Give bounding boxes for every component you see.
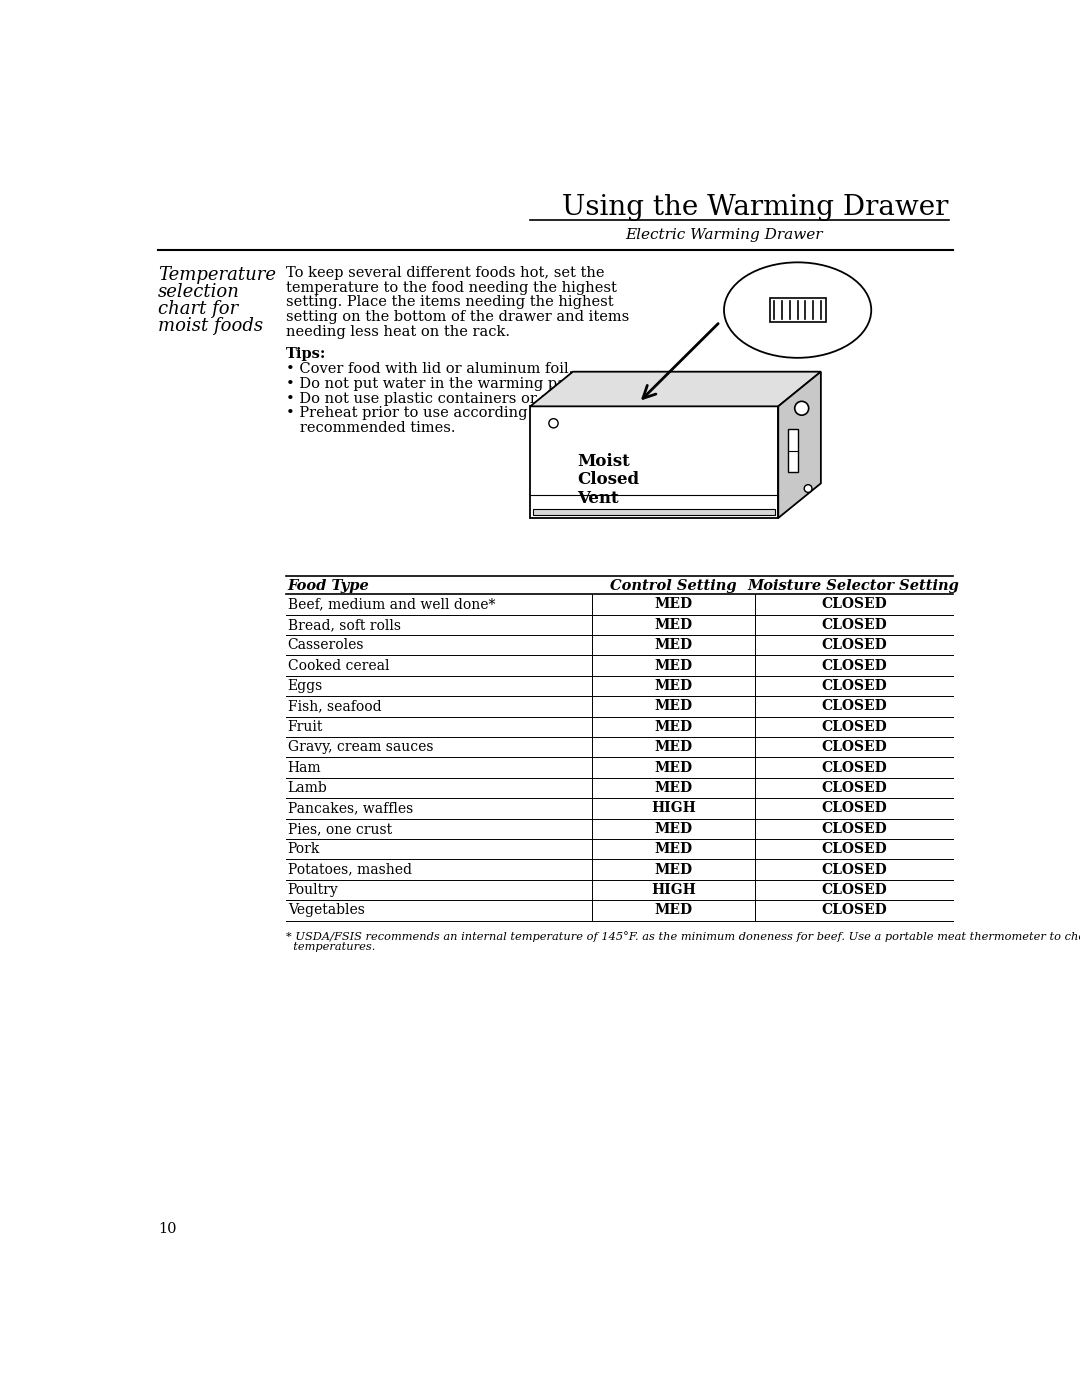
Text: MED: MED — [654, 617, 692, 631]
Circle shape — [795, 401, 809, 415]
Text: MED: MED — [654, 842, 692, 856]
Bar — [534, 509, 775, 515]
Text: CLOSED: CLOSED — [821, 821, 887, 835]
Text: CLOSED: CLOSED — [821, 658, 887, 672]
Text: CLOSED: CLOSED — [821, 700, 887, 714]
Text: • Preheat prior to use according to: • Preheat prior to use according to — [286, 407, 546, 420]
Text: CLOSED: CLOSED — [821, 781, 887, 795]
Text: MED: MED — [654, 658, 692, 672]
Text: CLOSED: CLOSED — [821, 638, 887, 652]
Text: MED: MED — [654, 679, 692, 693]
Text: Vegetables: Vegetables — [287, 904, 365, 918]
Text: MED: MED — [654, 781, 692, 795]
Circle shape — [805, 485, 812, 492]
Text: CLOSED: CLOSED — [821, 598, 887, 612]
Polygon shape — [530, 407, 779, 518]
Text: CLOSED: CLOSED — [821, 719, 887, 733]
Text: Potatoes, mashed: Potatoes, mashed — [287, 863, 411, 877]
Text: moist foods: moist foods — [159, 317, 264, 335]
Text: Fruit: Fruit — [287, 719, 323, 733]
Text: CLOSED: CLOSED — [821, 802, 887, 816]
Text: setting on the bottom of the drawer and items: setting on the bottom of the drawer and … — [286, 310, 630, 324]
Text: Lamb: Lamb — [287, 781, 327, 795]
Text: MED: MED — [654, 719, 692, 733]
Text: CLOSED: CLOSED — [821, 883, 887, 897]
Text: Food Type: Food Type — [287, 578, 369, 592]
Text: MED: MED — [654, 740, 692, 754]
Text: Poultry: Poultry — [287, 883, 338, 897]
Text: Casseroles: Casseroles — [287, 638, 364, 652]
Text: selection: selection — [159, 284, 240, 302]
Text: Moisture Selector Setting: Moisture Selector Setting — [747, 578, 960, 592]
Text: Closed: Closed — [577, 471, 639, 488]
Text: Control Setting: Control Setting — [610, 578, 737, 592]
Text: CLOSED: CLOSED — [821, 904, 887, 918]
Text: Gravy, cream sauces: Gravy, cream sauces — [287, 740, 433, 754]
Text: • Do not use plastic containers or plastic wrap.: • Do not use plastic containers or plast… — [286, 391, 637, 405]
Text: * USDA/FSIS recommends an internal temperature of 145°F. as the minimum doneness: * USDA/FSIS recommends an internal tempe… — [286, 932, 1080, 943]
Text: HIGH: HIGH — [651, 802, 696, 816]
Text: MED: MED — [654, 863, 692, 877]
Circle shape — [549, 419, 558, 427]
Text: MED: MED — [654, 598, 692, 612]
Text: setting. Place the items needing the highest: setting. Place the items needing the hig… — [286, 295, 613, 310]
Text: Vent: Vent — [577, 489, 619, 507]
Polygon shape — [779, 372, 821, 518]
Text: recommended times.: recommended times. — [286, 420, 456, 434]
Text: HIGH: HIGH — [651, 883, 696, 897]
Text: temperature to the food needing the highest: temperature to the food needing the high… — [286, 281, 617, 295]
Text: To keep several different foods hot, set the: To keep several different foods hot, set… — [286, 267, 605, 281]
Text: Electric Warming Drawer: Electric Warming Drawer — [625, 228, 823, 243]
Text: Using the Warming Drawer: Using the Warming Drawer — [562, 194, 948, 221]
Text: MED: MED — [654, 821, 692, 835]
Text: CLOSED: CLOSED — [821, 679, 887, 693]
Text: • Cover food with lid or aluminum foil.: • Cover food with lid or aluminum foil. — [286, 362, 573, 376]
Text: Temperature: Temperature — [159, 267, 276, 284]
Bar — [770, 298, 825, 323]
Text: CLOSED: CLOSED — [821, 740, 887, 754]
Text: Cooked cereal: Cooked cereal — [287, 658, 389, 672]
Polygon shape — [530, 372, 821, 407]
Text: CLOSED: CLOSED — [821, 842, 887, 856]
Text: Tips:: Tips: — [286, 346, 326, 360]
Text: Pork: Pork — [287, 842, 320, 856]
Text: Pies, one crust: Pies, one crust — [287, 821, 392, 835]
Bar — [787, 429, 798, 472]
Text: MED: MED — [654, 760, 692, 775]
Text: Ham: Ham — [287, 760, 322, 775]
Text: Fish, seafood: Fish, seafood — [287, 700, 381, 714]
Text: CLOSED: CLOSED — [821, 617, 887, 631]
Text: CLOSED: CLOSED — [821, 863, 887, 877]
Text: • Do not put water in the warming pan.: • Do not put water in the warming pan. — [286, 377, 580, 391]
Text: Moist: Moist — [577, 453, 630, 469]
Text: chart for: chart for — [159, 300, 239, 319]
Text: Pancakes, waffles: Pancakes, waffles — [287, 802, 413, 816]
Text: needing less heat on the rack.: needing less heat on the rack. — [286, 324, 510, 338]
Text: temperatures.: temperatures. — [286, 942, 376, 953]
Text: MED: MED — [654, 904, 692, 918]
Text: MED: MED — [654, 700, 692, 714]
Text: MED: MED — [654, 638, 692, 652]
Text: Bread, soft rolls: Bread, soft rolls — [287, 617, 401, 631]
Text: 10: 10 — [159, 1222, 177, 1236]
Text: Eggs: Eggs — [287, 679, 323, 693]
Text: CLOSED: CLOSED — [821, 760, 887, 775]
Text: Beef, medium and well done*: Beef, medium and well done* — [287, 598, 495, 612]
